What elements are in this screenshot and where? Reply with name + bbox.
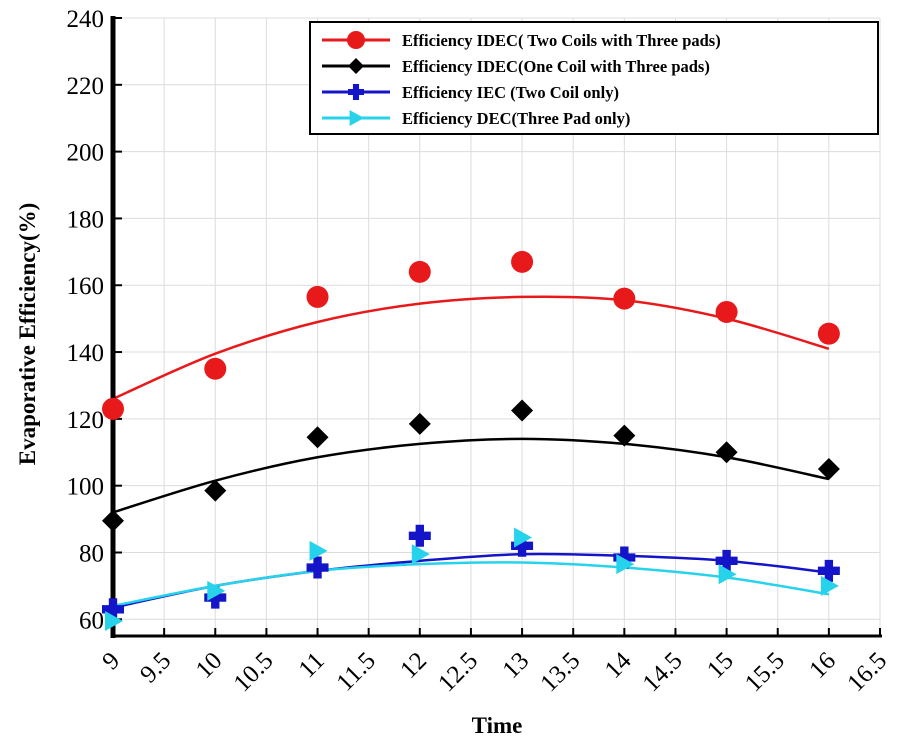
y-tick-label: 180 bbox=[67, 206, 105, 233]
data-point-series-3 bbox=[715, 549, 738, 572]
data-point-series-2 bbox=[102, 509, 124, 532]
x-tick-label: 16 bbox=[804, 647, 841, 684]
data-point-series-2 bbox=[306, 426, 329, 449]
x-tick-label: 15 bbox=[702, 647, 739, 684]
x-tick-label: 14.5 bbox=[638, 647, 688, 697]
y-tick-label: 220 bbox=[67, 73, 105, 100]
data-point-series-3 bbox=[204, 586, 227, 609]
data-point-series-4 bbox=[105, 610, 123, 631]
x-tick-label: 14 bbox=[600, 647, 637, 684]
data-point-series-3 bbox=[408, 524, 431, 547]
data-point-series-2 bbox=[408, 412, 431, 435]
data-point-series-2 bbox=[613, 424, 636, 447]
data-point-series-3 bbox=[817, 559, 840, 582]
legend-marker-1 bbox=[347, 31, 365, 49]
x-tick-label: 9 bbox=[97, 647, 125, 675]
trend-line-series-2 bbox=[112, 437, 830, 514]
legend-marker-3 bbox=[348, 84, 364, 100]
data-point-series-4 bbox=[514, 527, 533, 548]
data-point-series-4 bbox=[820, 575, 839, 596]
trend-line-series-4 bbox=[112, 561, 830, 608]
y-tick-label: 160 bbox=[67, 273, 105, 300]
data-point-series-1 bbox=[204, 357, 227, 380]
data-point-series-1 bbox=[511, 250, 534, 273]
legend: Efficiency IDEC( Two Coils with Three pa… bbox=[309, 21, 879, 135]
y-tick-label: 60 bbox=[79, 607, 104, 634]
x-axis-title: Time bbox=[472, 713, 523, 738]
data-point-series-4 bbox=[411, 544, 430, 565]
data-point-series-1 bbox=[613, 287, 636, 310]
data-point-series-2 bbox=[817, 457, 840, 480]
x-tick-label: 16.5 bbox=[842, 647, 892, 697]
data-point-series-3 bbox=[613, 546, 636, 569]
y-tick-label: 200 bbox=[67, 140, 105, 167]
data-point-series-1 bbox=[817, 322, 840, 345]
data-points bbox=[102, 250, 840, 631]
data-point-series-1 bbox=[306, 285, 329, 308]
y-tick-label: 240 bbox=[67, 6, 105, 33]
y-tick-label: 80 bbox=[79, 540, 104, 567]
y-tick-label: 100 bbox=[67, 474, 105, 501]
data-point-series-2 bbox=[511, 399, 534, 422]
legend-label-3: Efficiency IEC (Two Coil only) bbox=[402, 83, 619, 102]
x-tick-label: 10.5 bbox=[229, 647, 279, 697]
y-tick-label: 120 bbox=[67, 407, 105, 434]
x-tick-label: 9.5 bbox=[135, 647, 176, 688]
data-point-series-1 bbox=[102, 397, 124, 420]
y-tick-label: 140 bbox=[67, 340, 105, 367]
x-tick-label: 15.5 bbox=[740, 647, 790, 697]
x-tick-label: 13.5 bbox=[535, 647, 585, 697]
legend-marker-4 bbox=[349, 110, 364, 126]
y-axis-title: Evaporative Efficiency(%) bbox=[15, 203, 40, 466]
legend-label-1: Efficiency IDEC( Two Coils with Three pa… bbox=[402, 31, 721, 50]
data-point-series-1 bbox=[408, 260, 431, 283]
x-tick-label: 13 bbox=[498, 647, 535, 684]
data-point-series-3 bbox=[306, 556, 329, 579]
data-point-series-3 bbox=[102, 598, 124, 621]
legend-box bbox=[309, 21, 879, 135]
x-tick-label: 11 bbox=[294, 647, 330, 683]
axes bbox=[110, 16, 882, 638]
data-point-series-4 bbox=[718, 564, 737, 585]
x-tick-label: 12 bbox=[395, 647, 432, 684]
data-point-series-1 bbox=[715, 300, 738, 323]
data-point-series-2 bbox=[715, 441, 738, 464]
data-point-series-4 bbox=[207, 580, 226, 601]
data-point-series-3 bbox=[511, 534, 534, 557]
data-point-series-4 bbox=[616, 554, 635, 575]
x-tick-label: 12.5 bbox=[433, 647, 483, 697]
legend-label-4: Efficiency DEC(Three Pad only) bbox=[402, 109, 630, 128]
data-point-series-4 bbox=[309, 540, 328, 561]
data-point-series-2 bbox=[204, 479, 227, 502]
x-tick-label: 11.5 bbox=[332, 647, 381, 696]
legend-marker-2 bbox=[348, 58, 364, 74]
legend-label-2: Efficiency IDEC(One Coil with Three pads… bbox=[402, 57, 710, 76]
x-tick-label: 10 bbox=[191, 647, 228, 684]
trend-line-series-1 bbox=[112, 295, 830, 400]
trend-lines bbox=[112, 295, 830, 609]
